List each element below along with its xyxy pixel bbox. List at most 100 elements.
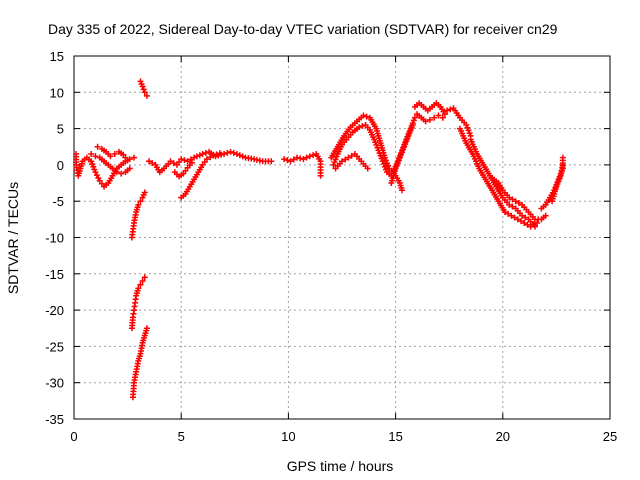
data-point <box>303 154 310 161</box>
data-point <box>431 114 438 121</box>
data-point <box>113 169 120 176</box>
data-point <box>359 123 366 130</box>
x-axis-label: GPS time / hours <box>287 458 394 474</box>
data-point <box>399 187 406 194</box>
data-point <box>143 92 150 99</box>
data-point <box>140 86 147 93</box>
x-tick-label: 20 <box>496 429 510 444</box>
data-point <box>422 118 429 125</box>
data-point <box>512 198 519 205</box>
data-point <box>435 112 442 119</box>
data-point <box>111 151 118 158</box>
data-point <box>281 156 288 163</box>
y-tick-label: -30 <box>45 376 64 391</box>
chart-title: Day 335 of 2022, Sidereal Day-to-day VTE… <box>48 21 558 37</box>
data-point <box>236 152 243 159</box>
data-point <box>224 149 231 156</box>
data-point <box>137 198 144 205</box>
data-point <box>202 149 209 156</box>
data-point <box>339 158 345 165</box>
data-point <box>181 157 188 164</box>
data-point <box>300 156 307 163</box>
data-point <box>203 156 210 163</box>
data-point <box>511 214 518 221</box>
data-point <box>126 165 133 172</box>
grid <box>74 56 610 419</box>
data-point <box>287 158 294 165</box>
data-point <box>239 153 246 160</box>
data-point <box>193 153 200 160</box>
data-point <box>364 165 371 172</box>
data-point <box>360 112 367 119</box>
data-point <box>514 216 521 223</box>
x-tick-label: 25 <box>603 429 617 444</box>
data-point <box>310 152 317 159</box>
data-point <box>184 158 191 165</box>
x-tick-label: 10 <box>281 429 295 444</box>
data-point <box>92 153 99 160</box>
data-point <box>426 116 433 123</box>
data-point <box>149 160 156 167</box>
data-point <box>141 89 148 96</box>
data-point <box>146 158 153 165</box>
data-point <box>188 159 195 166</box>
data-point <box>227 148 234 155</box>
data-point <box>290 156 297 163</box>
data-point <box>141 189 148 196</box>
x-tick-label: 15 <box>388 429 402 444</box>
data-point <box>135 201 142 208</box>
data-point <box>199 151 206 158</box>
x-tick-label: 5 <box>178 429 185 444</box>
data-point <box>505 210 512 217</box>
y-tick-label: 15 <box>50 49 64 64</box>
data-point <box>191 154 198 161</box>
data-point <box>509 196 516 203</box>
data-point <box>196 152 203 159</box>
data-point <box>411 114 418 121</box>
data-point <box>531 223 538 230</box>
data-point <box>501 209 508 216</box>
data-point <box>345 154 352 161</box>
y-tick-label: 0 <box>57 158 64 173</box>
data-point <box>559 161 566 168</box>
data-point <box>170 160 177 167</box>
y-tick-label: -5 <box>52 194 64 209</box>
data-point <box>187 156 194 163</box>
y-tick-label: -35 <box>45 412 64 427</box>
data-point <box>509 203 516 210</box>
data-point <box>363 113 370 120</box>
data-point <box>559 154 566 161</box>
data-point <box>524 221 531 228</box>
data-point <box>508 212 515 219</box>
data-point <box>519 212 526 219</box>
data-point <box>268 158 275 165</box>
data-point <box>178 156 185 163</box>
y-tick-label: -10 <box>45 231 64 246</box>
data-point <box>348 152 355 159</box>
y-tick-label: -20 <box>45 303 64 318</box>
data-point <box>216 150 223 157</box>
data-point <box>88 151 95 158</box>
data-point <box>444 107 451 114</box>
data-point <box>131 154 138 161</box>
data-point <box>139 83 146 90</box>
data-point <box>506 194 513 201</box>
data-point <box>441 111 448 118</box>
data-point <box>137 281 144 288</box>
data-point <box>506 201 513 208</box>
y-tick-label: 5 <box>57 122 64 137</box>
data-point <box>167 158 174 165</box>
data-point <box>317 172 324 179</box>
data-point <box>534 219 541 226</box>
data-point <box>522 214 529 221</box>
data-point <box>284 157 291 164</box>
data-point <box>135 285 142 292</box>
data-point <box>515 200 522 207</box>
y-tick-label: 10 <box>50 85 64 100</box>
data-point <box>542 212 549 219</box>
data-points <box>73 78 566 401</box>
data-point <box>306 153 313 160</box>
data-point <box>518 218 525 225</box>
data-point <box>230 149 237 156</box>
